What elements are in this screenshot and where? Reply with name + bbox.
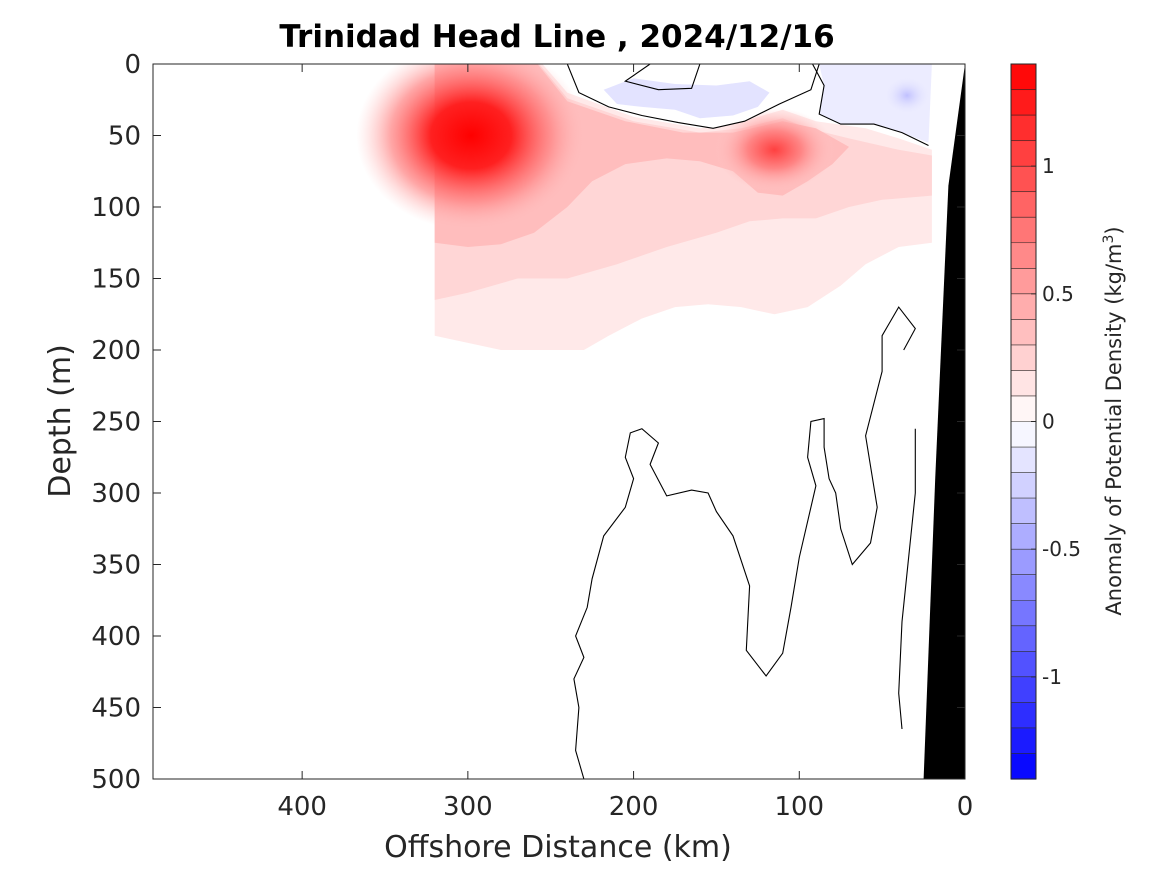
- colorbar-level: [1011, 625, 1036, 652]
- colorbar-level: [1011, 293, 1036, 320]
- colorbar-tick-label: -0.5: [1042, 537, 1081, 561]
- colorbar-level: [1011, 498, 1036, 525]
- x-tick-label: 100: [774, 792, 824, 822]
- anomaly-core-offshore: [356, 64, 587, 231]
- zero-contour-2: [812, 64, 929, 146]
- colorbar-level: [1011, 523, 1036, 550]
- y-tick-label: 0: [124, 50, 141, 80]
- colorbar-level: [1011, 191, 1036, 218]
- x-tick-label: 200: [609, 792, 659, 822]
- x-tick-label: 400: [277, 792, 327, 822]
- x-tick-label: 300: [443, 792, 493, 822]
- y-tick-label: 300: [91, 479, 141, 509]
- colorbar-tick-label: -1: [1042, 665, 1062, 689]
- x-tick-label: 0: [957, 792, 974, 822]
- colorbar-level: [1011, 753, 1036, 780]
- y-tick-label: 250: [91, 408, 141, 438]
- chart-title: Trinidad Head Line , 2024/12/16: [279, 19, 834, 55]
- x-ticks: 400 300 200 100 0: [277, 64, 973, 822]
- colorbar-tick-label: 0: [1042, 410, 1055, 434]
- colorbar-level: [1011, 549, 1036, 576]
- bathymetry: [923, 64, 965, 779]
- colorbar: -1 -0.5 0 0.5 1: [1010, 63, 1081, 780]
- y-ticks: 0 50 100 150 200 250 300 350 400 450 500: [91, 50, 965, 795]
- y-tick-label: 200: [91, 336, 141, 366]
- colorbar-level: [1011, 600, 1036, 627]
- colorbar-level: [1011, 472, 1036, 499]
- colorbar-level: [1011, 319, 1036, 346]
- colorbar-tick-label: 1: [1042, 154, 1055, 178]
- zero-contour-lines: [566, 64, 929, 779]
- colorbar-label: Anomaly of Potential Density (kg/m3): [1101, 226, 1126, 615]
- colorbar-tick-label: 0.5: [1042, 282, 1074, 306]
- anomaly-core-nearshore: [714, 107, 835, 192]
- colorbar-level: [1011, 268, 1036, 295]
- y-tick-label: 500: [91, 765, 141, 795]
- y-tick-label: 50: [108, 122, 141, 152]
- negative-core-east: [885, 77, 929, 114]
- colorbar-level: [1011, 166, 1036, 193]
- colorbar-label-superscript: 3: [1101, 235, 1117, 244]
- colorbar-level: [1011, 421, 1036, 448]
- negative-patch-center: [603, 78, 770, 119]
- colorbar-level: [1011, 64, 1036, 91]
- colorbar-level: [1011, 89, 1036, 116]
- colorbar-level: [1011, 115, 1036, 142]
- colorbar-label-close: ): [1102, 226, 1126, 234]
- zero-contour-3: [573, 306, 916, 779]
- y-tick-label: 450: [91, 694, 141, 724]
- y-tick-label: 400: [91, 622, 141, 652]
- y-tick-label: 350: [91, 551, 141, 581]
- zero-contour-4: [898, 428, 916, 730]
- y-tick-label: 150: [91, 265, 141, 295]
- y-axis-label: Depth (m): [43, 344, 78, 498]
- colorbar-level: [1011, 574, 1036, 601]
- contour-field: [356, 64, 932, 350]
- zero-contour-0: [566, 64, 820, 129]
- colorbar-level: [1011, 217, 1036, 244]
- colorbar-level: [1011, 676, 1036, 703]
- colorbar-level: [1011, 370, 1036, 397]
- zero-contour-1: [623, 64, 701, 91]
- colorbar-level: [1011, 447, 1036, 474]
- colorbar-level: [1011, 702, 1036, 729]
- x-axis-label: Offshore Distance (km): [384, 830, 732, 865]
- colorbar-label-main: Anomaly of Potential Density (kg/m: [1102, 244, 1126, 616]
- colorbar-level: [1011, 344, 1036, 372]
- colorbar-level: [1011, 140, 1036, 167]
- colorbar-level: [1011, 395, 1036, 423]
- seafloor-shelf: [923, 64, 965, 779]
- colorbar-level: [1011, 242, 1036, 269]
- y-tick-label: 100: [91, 193, 141, 223]
- colorbar-level: [1011, 651, 1036, 678]
- colorbar-level: [1011, 727, 1036, 755]
